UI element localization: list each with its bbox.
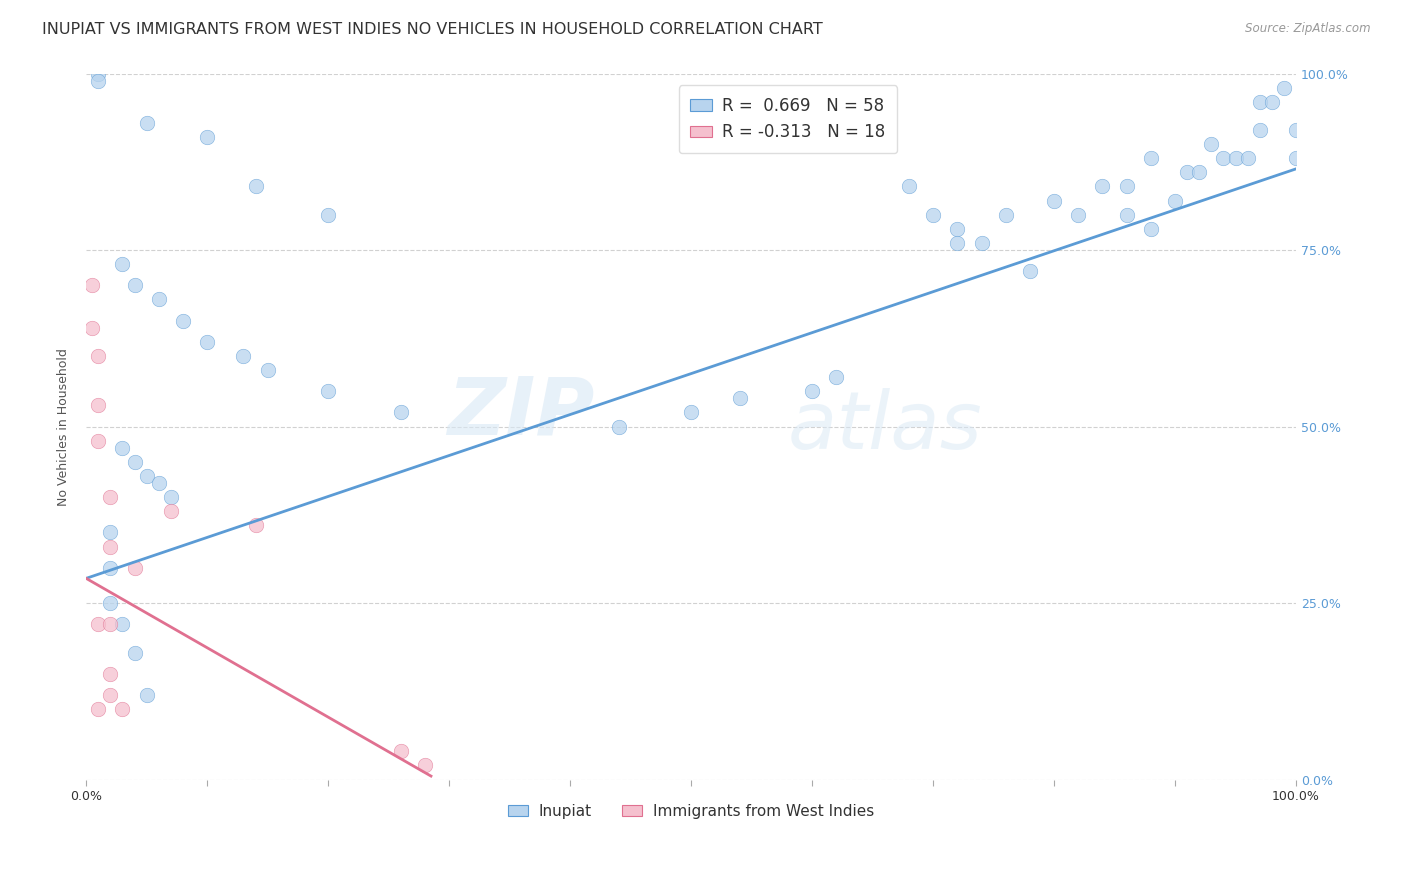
- Point: [87, 66, 110, 80]
- Text: INUPIAT VS IMMIGRANTS FROM WEST INDIES NO VEHICLES IN HOUSEHOLD CORRELATION CHAR: INUPIAT VS IMMIGRANTS FROM WEST INDIES N…: [42, 22, 823, 37]
- Point: [316, 208, 339, 222]
- Text: atlas: atlas: [787, 387, 983, 466]
- Point: [1164, 194, 1187, 208]
- Point: [316, 384, 339, 399]
- Point: [825, 370, 848, 384]
- Point: [1115, 179, 1137, 194]
- Point: [87, 702, 110, 716]
- Point: [135, 116, 157, 130]
- Point: [994, 208, 1017, 222]
- Point: [1188, 165, 1211, 179]
- Point: [922, 208, 945, 222]
- Point: [82, 320, 104, 334]
- Point: [232, 349, 254, 363]
- Point: [245, 179, 267, 194]
- Point: [111, 257, 134, 271]
- Point: [98, 490, 121, 504]
- Point: [1236, 151, 1258, 165]
- Point: [1225, 151, 1247, 165]
- Point: [1091, 179, 1114, 194]
- Point: [98, 525, 121, 540]
- Y-axis label: No Vehicles in Household: No Vehicles in Household: [58, 348, 70, 506]
- Point: [1175, 165, 1198, 179]
- Point: [111, 617, 134, 632]
- Point: [160, 504, 183, 518]
- Point: [607, 419, 630, 434]
- Point: [195, 334, 218, 349]
- Point: [1261, 95, 1284, 109]
- Point: [148, 476, 170, 491]
- Point: [124, 561, 146, 575]
- Point: [1285, 123, 1308, 137]
- Point: [1201, 137, 1223, 152]
- Point: [98, 540, 121, 554]
- Point: [389, 744, 412, 758]
- Point: [1140, 222, 1163, 236]
- Point: [87, 73, 110, 87]
- Point: [124, 278, 146, 293]
- Point: [413, 758, 436, 772]
- Point: [1272, 80, 1295, 95]
- Point: [148, 293, 170, 307]
- Point: [98, 561, 121, 575]
- Point: [897, 179, 920, 194]
- Point: [256, 363, 278, 377]
- Point: [1043, 194, 1066, 208]
- Point: [135, 469, 157, 483]
- Point: [98, 617, 121, 632]
- Point: [1019, 264, 1042, 278]
- Point: [111, 702, 134, 716]
- Point: [1067, 208, 1090, 222]
- Point: [87, 617, 110, 632]
- Point: [728, 392, 751, 406]
- Point: [946, 235, 969, 250]
- Point: [124, 455, 146, 469]
- Point: [681, 405, 703, 419]
- Point: [98, 596, 121, 610]
- Text: ZIP: ZIP: [447, 374, 595, 451]
- Point: [87, 398, 110, 412]
- Point: [389, 405, 412, 419]
- Point: [1140, 151, 1163, 165]
- Point: [98, 666, 121, 681]
- Point: [245, 518, 267, 533]
- Point: [111, 441, 134, 455]
- Point: [195, 130, 218, 145]
- Point: [1249, 123, 1271, 137]
- Point: [160, 490, 183, 504]
- Point: [1249, 95, 1271, 109]
- Point: [970, 235, 993, 250]
- Point: [98, 688, 121, 702]
- Point: [1285, 151, 1308, 165]
- Point: [172, 313, 194, 327]
- Point: [87, 349, 110, 363]
- Point: [135, 688, 157, 702]
- Point: [1212, 151, 1234, 165]
- Legend: Inupiat, Immigrants from West Indies: Inupiat, Immigrants from West Indies: [502, 797, 880, 825]
- Point: [946, 222, 969, 236]
- Point: [82, 278, 104, 293]
- Point: [124, 646, 146, 660]
- Point: [1115, 208, 1137, 222]
- Point: [87, 434, 110, 448]
- Point: [801, 384, 824, 399]
- Text: Source: ZipAtlas.com: Source: ZipAtlas.com: [1246, 22, 1371, 36]
